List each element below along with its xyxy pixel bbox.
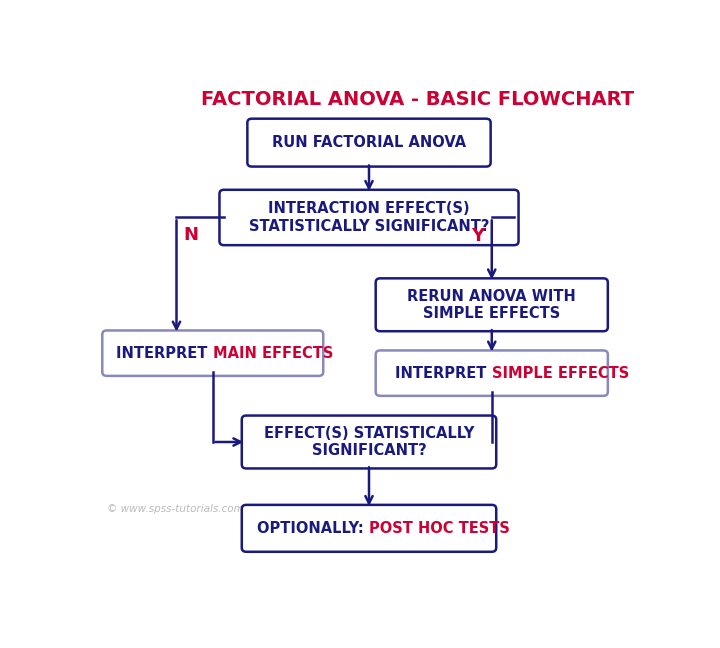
Text: N: N bbox=[183, 226, 198, 244]
FancyBboxPatch shape bbox=[376, 351, 608, 396]
FancyBboxPatch shape bbox=[242, 415, 496, 469]
FancyBboxPatch shape bbox=[376, 279, 608, 331]
FancyBboxPatch shape bbox=[248, 119, 490, 167]
Text: EFFECT(S) STATISTICALLY
SIGNIFICANT?: EFFECT(S) STATISTICALLY SIGNIFICANT? bbox=[264, 426, 474, 458]
Text: © www.spss-tutorials.com: © www.spss-tutorials.com bbox=[107, 504, 243, 515]
Text: Y: Y bbox=[472, 227, 485, 246]
Text: POST HOC TESTS: POST HOC TESTS bbox=[369, 521, 510, 536]
FancyBboxPatch shape bbox=[220, 190, 518, 245]
Text: SIMPLE EFFECTS: SIMPLE EFFECTS bbox=[492, 365, 629, 380]
Text: OPTIONALLY:: OPTIONALLY: bbox=[257, 521, 369, 536]
Text: INTERACTION EFFECT(S)
STATISTICALLY SIGNIFICANT?: INTERACTION EFFECT(S) STATISTICALLY SIGN… bbox=[248, 202, 490, 234]
Text: MAIN EFFECTS: MAIN EFFECTS bbox=[213, 345, 333, 361]
Text: RUN FACTORIAL ANOVA: RUN FACTORIAL ANOVA bbox=[272, 135, 466, 150]
FancyBboxPatch shape bbox=[102, 330, 323, 376]
Text: RERUN ANOVA WITH
SIMPLE EFFECTS: RERUN ANOVA WITH SIMPLE EFFECTS bbox=[408, 288, 576, 321]
FancyBboxPatch shape bbox=[242, 505, 496, 552]
Text: INTERPRET: INTERPRET bbox=[395, 365, 492, 380]
Text: INTERPRET: INTERPRET bbox=[116, 345, 213, 361]
Text: FACTORIAL ANOVA - BASIC FLOWCHART: FACTORIAL ANOVA - BASIC FLOWCHART bbox=[201, 90, 634, 110]
